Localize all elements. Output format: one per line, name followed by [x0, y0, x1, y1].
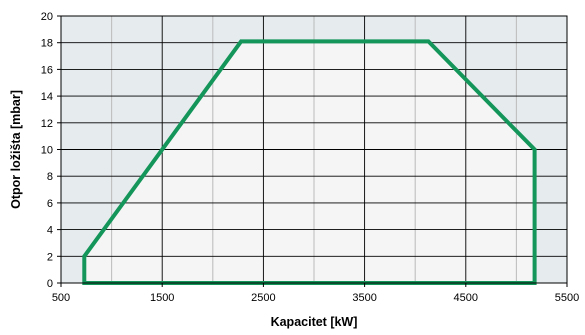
x-tick-label: 500: [52, 292, 70, 304]
y-tick-label: 2: [47, 251, 53, 263]
x-tick-label: 2500: [251, 292, 275, 304]
x-tick-label: 1500: [150, 292, 174, 304]
y-axis-ticks: 0 2 4 6 8 10 12 14 16 18 20: [41, 11, 61, 290]
x-axis-ticks: 500 1500 2500 3500 4500 5500: [52, 283, 579, 304]
y-tick-label: 14: [41, 91, 53, 103]
y-tick-label: 8: [47, 171, 53, 183]
working-area-fill: [84, 41, 535, 284]
y-tick-label: 0: [47, 278, 53, 290]
x-tick-label: 5500: [555, 292, 579, 304]
y-tick-label: 20: [41, 11, 53, 23]
x-tick-label: 4500: [454, 292, 478, 304]
x-axis-title: Kapacitet [kW]: [271, 315, 358, 329]
y-tick-label: 16: [41, 64, 53, 76]
y-axis-title: Otpor ložišta [mbar]: [9, 90, 23, 209]
y-tick-label: 18: [41, 38, 53, 50]
y-tick-label: 4: [47, 225, 53, 237]
y-tick-label: 10: [41, 145, 53, 157]
y-tick-label: 6: [47, 198, 53, 210]
x-tick-label: 3500: [352, 292, 376, 304]
y-tick-label: 12: [41, 118, 53, 130]
